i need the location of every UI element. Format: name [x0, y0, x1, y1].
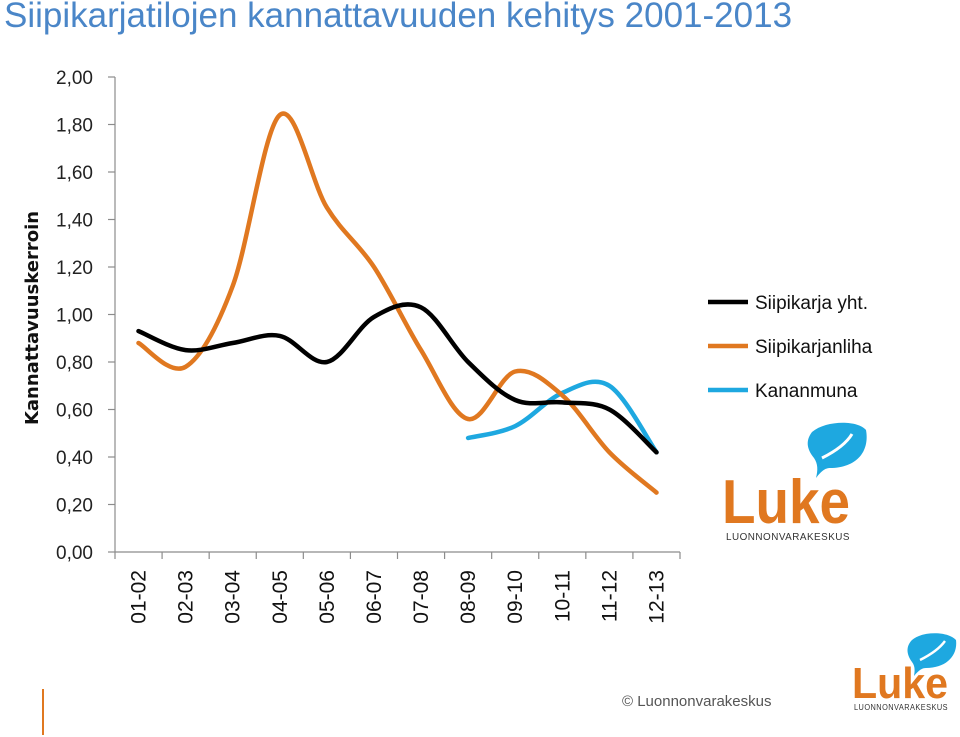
x-tick-label: 10-11 — [551, 570, 574, 622]
y-tick-label: 0,60 — [56, 401, 93, 422]
y-tick-label: 0,20 — [56, 496, 93, 517]
y-tick-label: 0,00 — [56, 543, 93, 564]
x-tick-label: 02-03 — [175, 570, 198, 624]
y-tick-label: 1,60 — [56, 163, 93, 184]
logo-subtitle: LUONNONVARAKESKUS — [726, 532, 850, 543]
series-lines — [136, 111, 659, 495]
x-tick-label: 12-13 — [645, 570, 668, 624]
x-tick-label: 06-07 — [363, 570, 386, 624]
y-tick-label: 1,80 — [56, 116, 93, 137]
y-tick-labels: 0,00 0,20 0,40 0,60 0,80 1,00 1,20 1,40 1,60 1,80… — [56, 68, 115, 564]
legend-label: Siipikarjanliha — [755, 337, 873, 358]
x-tick-labels: 01-02 02-03 03-04 04-05 05-06 06-07 07-08 08-09… — [114, 552, 681, 624]
footer-accent-bar — [42, 689, 44, 735]
x-tick-label: 11-12 — [598, 570, 621, 622]
legend-label: Kananmuna — [755, 381, 858, 402]
copyright-text: © Luonnonvarakeskus — [622, 693, 772, 710]
luke-logo-main: Luke LUONNONVARAKESKUS — [722, 422, 867, 543]
logo-word: Luke — [722, 468, 850, 537]
logo-word: Luke — [852, 659, 948, 708]
x-tick-label: 04-05 — [269, 570, 292, 624]
legend-label: Siipikarja yht. — [755, 293, 868, 314]
y-tick-label: 0,80 — [56, 353, 93, 374]
y-tick-label: 1,20 — [56, 258, 93, 279]
y-tick-label: 1,40 — [56, 211, 93, 232]
x-tick-label: 03-04 — [222, 570, 245, 624]
logo-subtitle: LUONNONVARAKESKUS — [854, 703, 948, 712]
series-line-1 — [136, 111, 659, 495]
x-tick-label: 09-10 — [504, 570, 527, 624]
axes — [114, 77, 680, 553]
luke-logo-footer: Luke LUONNONVARAKESKUS — [852, 633, 957, 712]
legend: Siipikarja yht. Siipikarjanliha Kananmuna — [708, 293, 873, 402]
y-tick-label: 0,40 — [56, 448, 93, 469]
x-tick-label: 05-06 — [316, 570, 339, 624]
series-line-0 — [136, 302, 659, 455]
y-axis-label: Kannattavuuskerroin — [22, 211, 43, 425]
y-tick-label: 1,00 — [56, 306, 93, 327]
chart-title: Siipikarjatilojen kannattavuuden kehitys… — [4, 0, 793, 35]
x-tick-label: 01-02 — [128, 570, 151, 624]
x-tick-label: 08-09 — [457, 570, 480, 624]
x-tick-label: 07-08 — [410, 570, 433, 624]
y-tick-label: 2,00 — [56, 68, 93, 89]
